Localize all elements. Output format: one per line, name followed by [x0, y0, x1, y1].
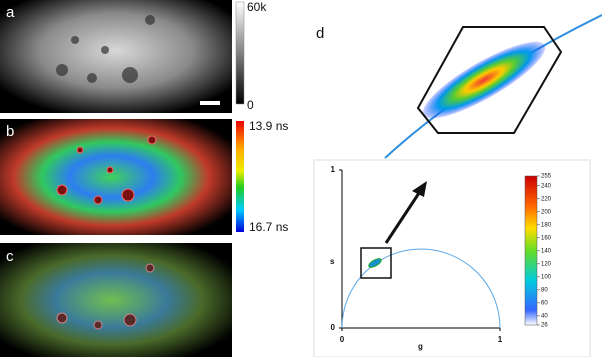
selection-box [360, 247, 392, 279]
colorbar-tick-label: 240 [541, 183, 552, 189]
colorbar [236, 121, 244, 232]
colorbar-tick-label: 100 [541, 274, 552, 280]
colorbar [524, 175, 538, 326]
colorbar-tick-label: 255 [541, 174, 552, 180]
plot-frame [313, 159, 591, 357]
colorbar-tick-label: 180 [541, 222, 552, 228]
arrow [384, 189, 423, 244]
panel-label: a [6, 4, 15, 21]
panel-label: b [6, 123, 14, 140]
colorbar-tick-label: 80 [541, 287, 548, 293]
colorbar-label: 0 [247, 98, 254, 112]
x-tick-label: 1 [498, 335, 503, 344]
colorbar-tick-label: 60 [541, 300, 548, 306]
phasor-cloud [422, 41, 546, 119]
phasor-cloud [368, 258, 382, 268]
image-b [0, 119, 232, 235]
arrow-head [412, 181, 427, 197]
panel-label: d [316, 25, 324, 42]
colorbar-tick-label: 120 [541, 261, 552, 267]
universal-circle [341, 248, 501, 329]
colorbar-tick-label: 140 [541, 248, 552, 254]
x-tick-label: 0 [340, 335, 345, 344]
axis-label: g [418, 342, 423, 351]
colorbar-label: 13.9 ns [249, 119, 288, 133]
image-c [0, 243, 232, 357]
colorbar-tick-label: 40 [541, 313, 548, 319]
axis-label: s [330, 257, 335, 266]
colorbar-tick-label: 200 [541, 209, 552, 215]
y-tick-label: 0 [331, 323, 336, 332]
colorbar-tick-label: 160 [541, 235, 552, 241]
cells-a [56, 15, 155, 83]
colorbar-tick-label: 220 [541, 196, 552, 202]
y-tick-label: 1 [331, 165, 336, 174]
scale-bar [200, 101, 220, 105]
image-a [0, 0, 232, 113]
colorbar-label: 16.7 ns [249, 220, 288, 234]
colorbar-tick-label: 26 [541, 323, 548, 329]
panel-label: c [6, 248, 14, 265]
colorbar-label: 60k [247, 0, 267, 14]
colorbar [235, 1, 245, 105]
cells-b [56, 135, 157, 205]
selection-hexagon [416, 26, 563, 134]
cells-c [56, 263, 155, 330]
